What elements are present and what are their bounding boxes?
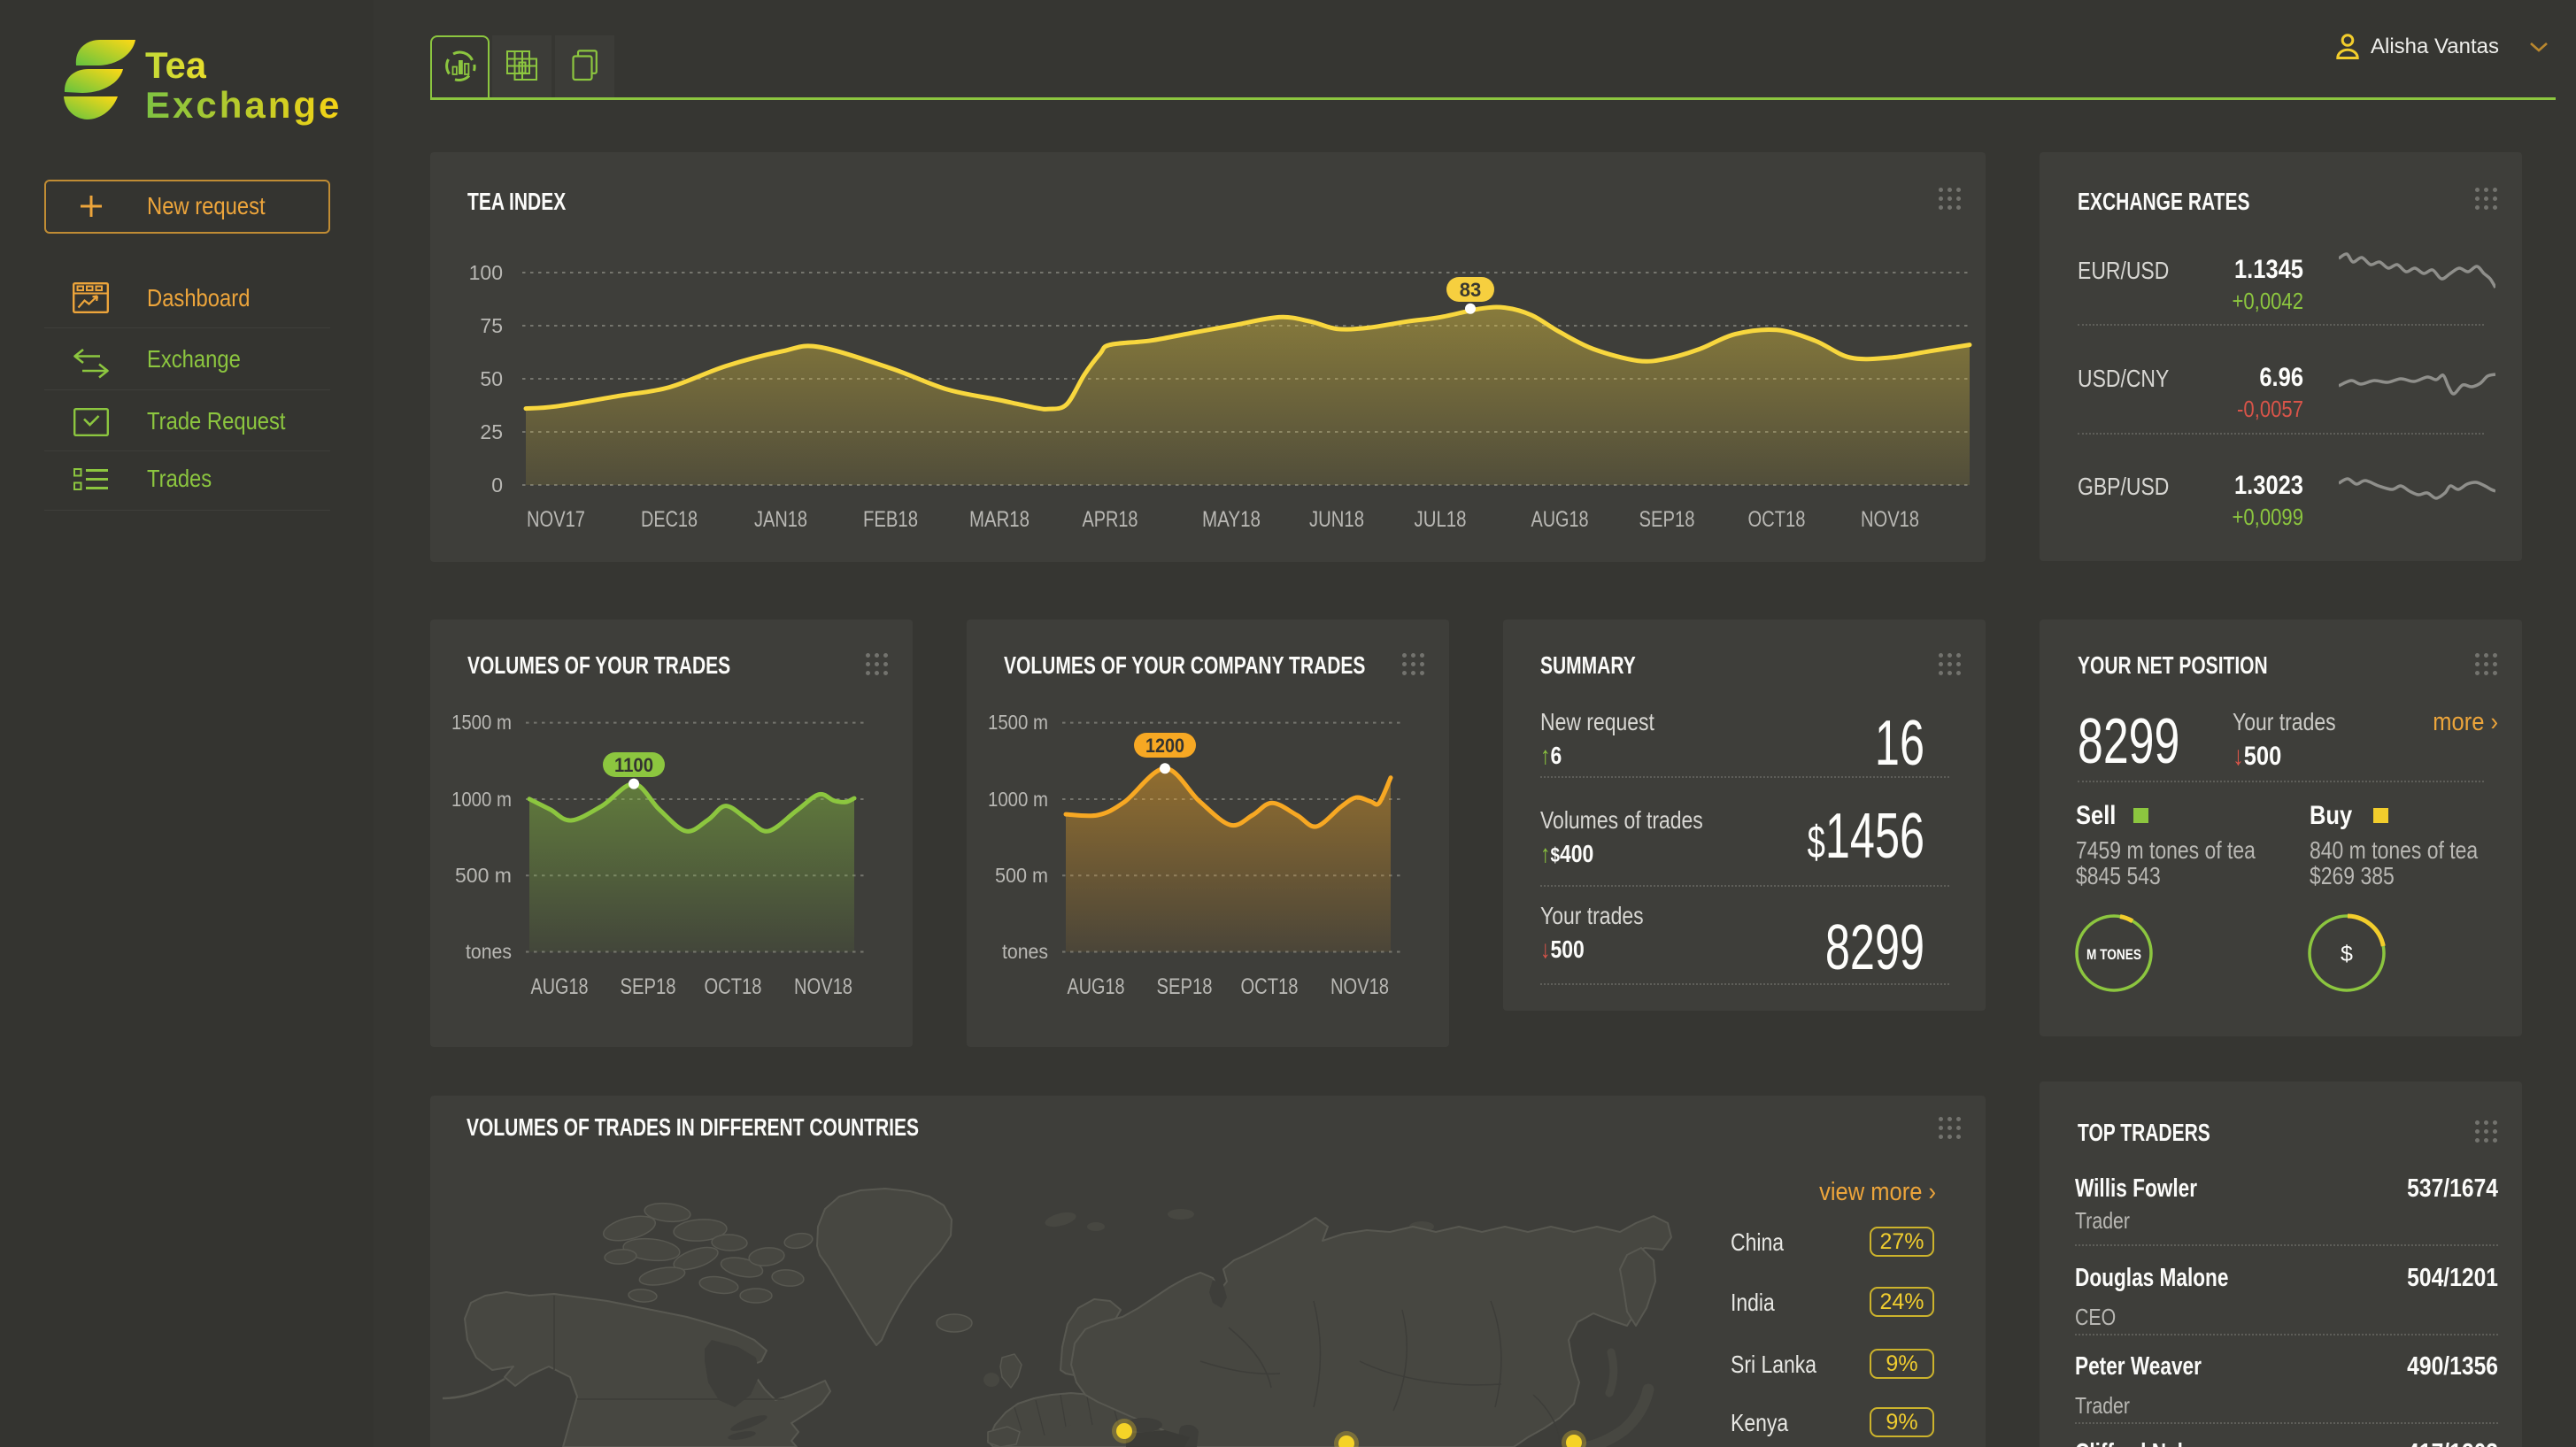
svg-text:50: 50 xyxy=(480,367,503,390)
svg-text:OCT18: OCT18 xyxy=(1748,507,1806,532)
svg-text:NOV17: NOV17 xyxy=(527,507,585,532)
svg-text:NOV18: NOV18 xyxy=(1861,507,1919,532)
svg-text:100: 100 xyxy=(469,261,503,284)
svg-text:tones: tones xyxy=(1002,940,1048,963)
svg-text:1100: 1100 xyxy=(614,754,653,776)
svg-text:SEP18: SEP18 xyxy=(1157,974,1213,999)
svg-text:0: 0 xyxy=(491,473,503,496)
svg-text:DEC18: DEC18 xyxy=(641,507,698,532)
svg-text:83: 83 xyxy=(1460,279,1481,301)
svg-text:OCT18: OCT18 xyxy=(1241,974,1299,999)
svg-text:NOV18: NOV18 xyxy=(794,974,852,999)
svg-text:1500 m: 1500 m xyxy=(451,711,512,734)
svg-text:OCT18: OCT18 xyxy=(705,974,762,999)
svg-text:1200: 1200 xyxy=(1145,735,1184,757)
svg-text:JAN18: JAN18 xyxy=(754,507,807,532)
svg-text:AUG18: AUG18 xyxy=(531,974,589,999)
svg-text:500 m: 500 m xyxy=(455,864,512,887)
svg-text:25: 25 xyxy=(480,420,503,443)
svg-text:FEB18: FEB18 xyxy=(863,507,918,532)
svg-text:75: 75 xyxy=(480,314,503,337)
svg-text:NOV18: NOV18 xyxy=(1330,974,1389,999)
svg-text:JUL18: JUL18 xyxy=(1415,507,1467,532)
svg-text:APR18: APR18 xyxy=(1083,507,1138,532)
svg-text:AUG18: AUG18 xyxy=(1068,974,1125,999)
svg-text:SEP18: SEP18 xyxy=(1639,507,1695,532)
svg-text:JUN18: JUN18 xyxy=(1309,507,1364,532)
svg-text:MAR18: MAR18 xyxy=(969,507,1030,532)
svg-text:tones: tones xyxy=(466,940,512,963)
svg-text:AUG18: AUG18 xyxy=(1531,507,1589,532)
svg-text:M TONES: M TONES xyxy=(2086,946,2141,963)
svg-text:SEP18: SEP18 xyxy=(621,974,676,999)
svg-text:MAY18: MAY18 xyxy=(1202,507,1261,532)
svg-text:500 m: 500 m xyxy=(995,864,1048,887)
svg-text:1000 m: 1000 m xyxy=(988,788,1048,811)
svg-text:1000 m: 1000 m xyxy=(451,788,512,811)
svg-text:1500 m: 1500 m xyxy=(988,711,1048,734)
svg-text:$: $ xyxy=(2341,942,2353,966)
